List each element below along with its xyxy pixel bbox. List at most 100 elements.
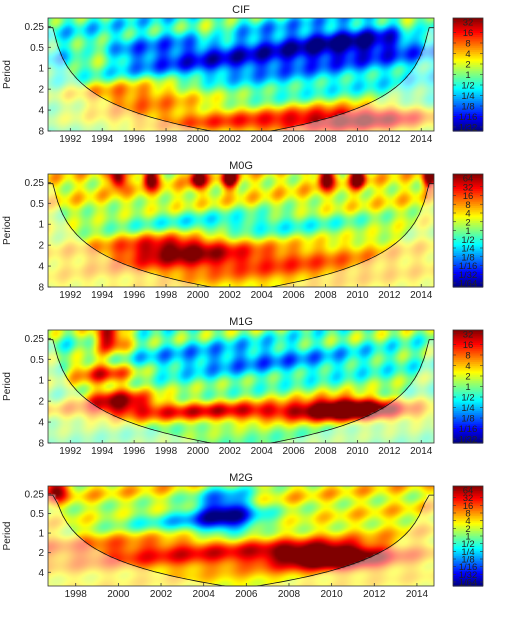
colorbar-tick-label: 4 [465, 516, 470, 527]
x-tick-label: 1998 [155, 446, 178, 457]
y-tick-label: 1 [38, 220, 44, 231]
colorbar-tick-label: 1/32 [459, 570, 478, 581]
colorbar-tick-label: 1/16 [459, 261, 478, 272]
y-tick-label: 0.5 [30, 509, 44, 520]
x-tick-label: 2012 [378, 446, 401, 457]
y-tick-label: 2 [38, 397, 44, 408]
x-tick-label: 2010 [346, 290, 369, 301]
wavelet-power-heatmap [48, 330, 434, 443]
y-tick-label: 2 [38, 85, 44, 96]
y-tick-label: 0.25 [25, 178, 45, 189]
x-tick-label: 2006 [235, 589, 258, 600]
x-tick-label: 2010 [346, 446, 369, 457]
x-tick-label: 2000 [107, 589, 130, 600]
x-tick-label: 2014 [410, 446, 433, 457]
colorbar-tick-label: 16 [463, 501, 474, 512]
colorbar-tick-label: 1/16 [459, 562, 478, 573]
y-tick-label: 8 [38, 283, 44, 294]
colorbar-tick-label: 1 [465, 532, 470, 543]
y-tick-label: 1 [38, 529, 44, 540]
x-tick-label: 1994 [91, 290, 114, 301]
y-tick-label: 2 [38, 548, 44, 559]
y-tick-label: 8 [38, 127, 44, 138]
x-tick-label: 1994 [91, 134, 114, 145]
x-tick-label: 2008 [278, 589, 301, 600]
wavelet-power-heatmap [48, 174, 434, 287]
panel-title: M0G [229, 160, 253, 172]
y-tick-label: 4 [38, 418, 44, 429]
y-tick-label: 2 [38, 241, 44, 252]
colorbar-tick-label: 1/8 [461, 555, 474, 566]
panel-title: M1G [229, 316, 253, 328]
plot-frame [47, 173, 435, 288]
colorbar-tick-label: 1/32 [459, 435, 478, 446]
x-tick-label: 2012 [378, 290, 401, 301]
y-axis-label: Period [2, 60, 13, 89]
x-tick-label: 1998 [65, 589, 88, 600]
y-tick-label: 1 [38, 64, 44, 75]
colorbar-tick-label: 2 [465, 372, 470, 383]
colorbar-tick-label: 1/16 [459, 112, 478, 123]
colorbar-tick-label: 8 [465, 509, 470, 520]
panel-title: CIF [232, 4, 250, 16]
y-tick-label: 4 [38, 568, 44, 579]
panel-title: M2G [229, 472, 253, 484]
wavelet-power-heatmap [48, 18, 434, 131]
x-tick-label: 2000 [187, 134, 210, 145]
colorbar-tick-label: 1 [465, 70, 470, 81]
colorbar-tick-label: 8 [465, 39, 470, 50]
colorbar-tick-label: 2 [465, 60, 470, 71]
colorbar-tick-label: 8 [465, 200, 470, 211]
colorbar-tick-label: 1/4 [461, 403, 474, 414]
colorbar-tick-label: 1/2 [461, 539, 474, 550]
x-tick-label: 1996 [123, 290, 146, 301]
colorbar-tick-label: 1/2 [461, 235, 474, 246]
wavelet-power-heatmap [48, 486, 434, 586]
colorbar-tick-label: 1/2 [461, 393, 474, 404]
x-tick-label: 2000 [187, 290, 210, 301]
colorbar-tick-label: 2 [465, 524, 470, 535]
colorbar-tick-label: 1/64 [459, 578, 478, 589]
y-tick-label: 4 [38, 106, 44, 117]
x-tick-label: 2002 [150, 589, 173, 600]
y-tick-label: 0.5 [30, 199, 44, 210]
plot-frame [47, 485, 435, 587]
x-tick-label: 1992 [59, 134, 82, 145]
x-tick-label: 2014 [410, 290, 433, 301]
colorbar-tick-label: 16 [463, 28, 474, 39]
x-tick-label: 2002 [219, 446, 242, 457]
x-tick-label: 1992 [59, 290, 82, 301]
x-tick-label: 2004 [251, 446, 274, 457]
x-tick-label: 2014 [410, 134, 433, 145]
colorbar-tick-label: 32 [463, 18, 474, 29]
colorbar-tick-label: 1 [465, 226, 470, 237]
x-tick-label: 2006 [283, 134, 306, 145]
colorbar-tick-label: 2 [465, 217, 470, 228]
colorbar-tick-label: 8 [465, 351, 470, 362]
colorbar-tick-label: 1/8 [461, 414, 474, 425]
y-tick-label: 0.5 [30, 43, 44, 54]
colorbar-tick-label: 4 [465, 209, 470, 220]
x-tick-label: 2012 [363, 589, 386, 600]
y-axis-label: Period [2, 522, 13, 551]
y-tick-label: 0.5 [30, 355, 44, 366]
colorbar-tick-label: 64 [463, 174, 474, 185]
y-tick-label: 4 [38, 262, 44, 273]
colorbar-tick-label: 4 [465, 361, 470, 372]
x-tick-label: 2014 [406, 589, 429, 600]
x-tick-label: 2004 [251, 134, 274, 145]
colorbar-tick-label: 1/4 [461, 547, 474, 558]
x-tick-label: 2002 [219, 134, 242, 145]
x-tick-label: 2004 [193, 589, 216, 600]
y-tick-label: 0.25 [25, 489, 45, 500]
colorbar-tick-label: 32 [463, 182, 474, 193]
x-tick-label: 2010 [321, 589, 344, 600]
x-tick-label: 2010 [346, 134, 369, 145]
x-tick-label: 2000 [187, 446, 210, 457]
